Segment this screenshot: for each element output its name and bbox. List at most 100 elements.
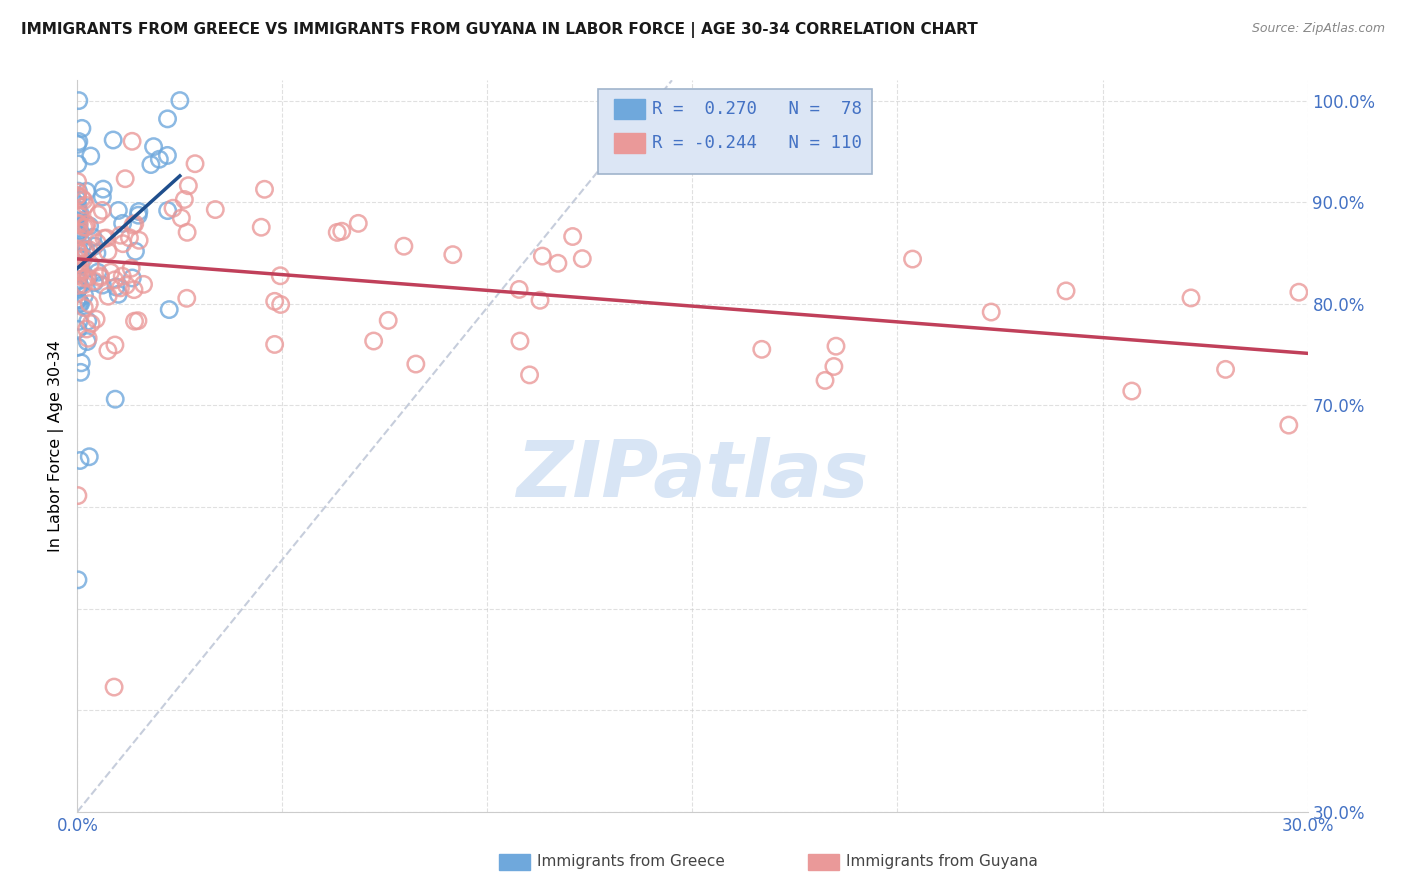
Point (89, 270, 111, 285)
Point (120, 261, 142, 276)
Point (132, 277, 155, 292)
Point (66, 282, 89, 296)
Point (980, 305, 1002, 319)
Point (127, 314, 149, 328)
Point (66, 189, 89, 203)
Point (1180, 291, 1202, 305)
Point (103, 680, 125, 694)
Point (89, 268, 111, 283)
Point (66, 293, 89, 307)
Point (561, 229, 583, 244)
Point (814, 373, 837, 387)
Point (66, 202, 89, 217)
Point (83, 239, 105, 253)
Point (66, 223, 89, 237)
Point (79, 219, 101, 233)
Point (148, 153, 170, 167)
Point (75, 220, 97, 235)
Point (156, 112, 179, 126)
Point (66, 243, 89, 257)
Text: Immigrants from Greece: Immigrants from Greece (537, 855, 725, 869)
Point (76, 270, 98, 285)
Point (66, 209, 89, 223)
Point (751, 343, 773, 357)
Point (70, 121, 93, 136)
Point (122, 218, 145, 232)
Point (118, 231, 141, 245)
Point (531, 249, 554, 263)
Point (330, 224, 353, 238)
Point (73, 277, 96, 292)
Point (75, 198, 97, 212)
Point (162, 201, 184, 215)
Point (69, 365, 91, 379)
Point (69, 296, 91, 310)
Point (66, 278, 89, 293)
Point (128, 204, 150, 219)
Point (1054, 284, 1077, 298)
Point (66, 137, 89, 152)
Point (66, 220, 89, 235)
Point (326, 226, 349, 240)
Point (170, 211, 193, 225)
Point (519, 368, 541, 382)
Point (76, 184, 98, 198)
Point (86, 246, 108, 260)
Point (100, 265, 122, 279)
Point (76, 270, 98, 285)
Point (69, 296, 91, 310)
Point (115, 278, 138, 293)
Point (157, 302, 180, 317)
Point (77, 331, 100, 345)
Point (377, 313, 399, 327)
Point (823, 359, 845, 374)
Point (69, 209, 91, 223)
Point (69, 205, 91, 219)
Point (66, 244, 89, 259)
Point (66, 274, 89, 288)
Point (1121, 384, 1143, 398)
Point (110, 281, 132, 295)
Point (66, 293, 89, 307)
Point (269, 268, 291, 283)
Point (184, 157, 207, 171)
Point (111, 236, 134, 251)
Point (67, 217, 90, 231)
Point (77, 450, 100, 464)
Point (66, 489, 89, 503)
Point (66, 257, 89, 271)
Point (91, 203, 114, 218)
Point (124, 217, 146, 231)
Point (66, 204, 89, 219)
Point (176, 291, 198, 305)
Text: ZIPatlas: ZIPatlas (516, 437, 869, 513)
Point (121, 271, 143, 285)
Point (67, 244, 90, 258)
Point (66, 188, 89, 202)
Point (66, 227, 89, 242)
Point (77, 296, 100, 310)
Point (250, 220, 273, 235)
Point (97, 343, 120, 358)
Point (91, 278, 114, 293)
Point (75, 244, 97, 258)
Point (156, 148, 179, 162)
Point (73, 271, 96, 285)
Point (66, 198, 89, 212)
Text: IMMIGRANTS FROM GREECE VS IMMIGRANTS FROM GUYANA IN LABOR FORCE | AGE 30-34 CORR: IMMIGRANTS FROM GREECE VS IMMIGRANTS FRO… (21, 22, 977, 38)
Point (67, 293, 90, 308)
Text: Immigrants from Guyana: Immigrants from Guyana (846, 855, 1038, 869)
Point (91, 182, 114, 196)
Point (571, 252, 593, 266)
Point (69, 264, 91, 278)
Point (80, 149, 103, 163)
Point (142, 139, 165, 153)
Point (392, 239, 415, 253)
Point (66, 293, 89, 307)
Point (66, 157, 89, 171)
Point (104, 338, 127, 352)
Point (91, 190, 114, 204)
Point (901, 252, 924, 266)
Point (263, 294, 285, 309)
Point (97, 244, 120, 259)
